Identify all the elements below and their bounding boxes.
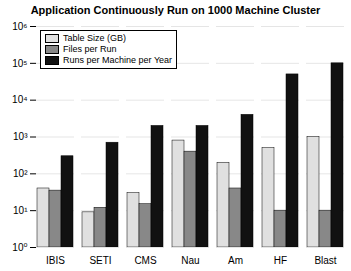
svg-text:IBIS: IBIS	[46, 255, 65, 266]
svg-text:CMS: CMS	[134, 255, 157, 266]
svg-text:10¹: 10¹	[13, 205, 28, 216]
svg-text:10⁴: 10⁴	[12, 94, 27, 105]
svg-text:10⁵: 10⁵	[12, 58, 27, 69]
svg-text:HF: HF	[274, 255, 287, 266]
svg-text:SETI: SETI	[89, 255, 111, 266]
html-text:Table Size (GB): Table Size (GB)	[63, 33, 126, 43]
html-text:Runs per Machine per Year: Runs per Machine per Year	[63, 55, 173, 65]
svg-text:Am: Am	[228, 255, 243, 266]
svg-text:Nau: Nau	[181, 255, 199, 266]
html-text:Application Continuously Run o: Application Continuously Run on 1000 Mac…	[30, 4, 321, 16]
svg-text:Blast: Blast	[314, 255, 336, 266]
html-text:Files per Run: Files per Run	[63, 44, 117, 54]
svg-text:10⁶: 10⁶	[12, 21, 27, 32]
svg-text:10²: 10²	[13, 168, 28, 179]
svg-text:10³: 10³	[13, 131, 28, 142]
svg-text:10⁰: 10⁰	[12, 242, 27, 253]
